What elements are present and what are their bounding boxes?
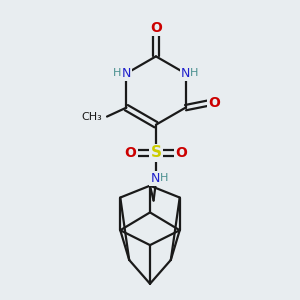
Text: H: H — [190, 68, 199, 79]
Text: O: O — [175, 146, 187, 160]
Text: CH₃: CH₃ — [82, 112, 103, 122]
Text: O: O — [125, 146, 136, 160]
Text: N: N — [181, 67, 190, 80]
Text: O: O — [150, 20, 162, 34]
Text: O: O — [208, 96, 220, 110]
Text: N: N — [150, 172, 160, 185]
Text: N: N — [122, 67, 131, 80]
Text: H: H — [113, 68, 122, 79]
Text: H: H — [160, 173, 169, 183]
Text: S: S — [150, 146, 161, 160]
